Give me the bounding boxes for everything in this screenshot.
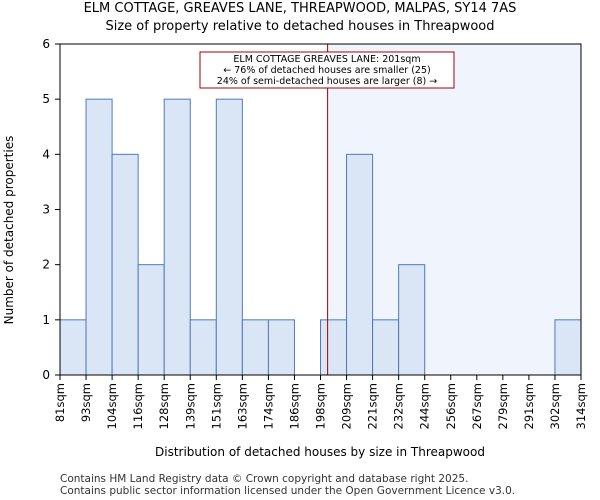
x-tick-label: 256sqm xyxy=(444,383,458,429)
x-tick-label: 151sqm xyxy=(209,383,223,429)
x-tick-label: 186sqm xyxy=(287,383,301,429)
bar-81sqm xyxy=(59,319,87,376)
bar-232sqm xyxy=(398,264,426,376)
bar-209sqm xyxy=(346,153,374,376)
footer-licence: Contains public sector information licen… xyxy=(60,485,516,497)
annotation-frame xyxy=(199,51,455,89)
bar-198sqm xyxy=(320,319,348,376)
x-tick-label: 139sqm xyxy=(183,383,197,429)
bar-139sqm xyxy=(189,319,217,376)
y-tick-label: 3 xyxy=(42,203,50,217)
bar-116sqm xyxy=(137,264,165,376)
y-axis-label: Number of detached properties xyxy=(2,136,16,325)
bar-93sqm xyxy=(85,98,113,376)
y-tick-label: 4 xyxy=(42,147,50,161)
x-tick-label: 291sqm xyxy=(522,383,536,429)
bar-302sqm xyxy=(554,319,582,376)
bar-174sqm xyxy=(267,319,295,376)
x-tick-label: 81sqm xyxy=(53,383,67,422)
annotation-line-1: ELM COTTAGE GREAVES LANE: 201sqm xyxy=(233,54,420,65)
x-tick-label: 302sqm xyxy=(548,383,562,429)
x-tick-label: 93sqm xyxy=(79,383,93,422)
x-tick-label: 267sqm xyxy=(470,383,484,429)
x-tick-label: 209sqm xyxy=(340,383,354,429)
bar-128sqm xyxy=(163,98,191,376)
chart-subtitle: Size of property relative to detached ho… xyxy=(105,19,495,34)
x-tick-label: 244sqm xyxy=(418,383,432,429)
x-tick-label: 174sqm xyxy=(261,383,275,429)
x-tick-label: 198sqm xyxy=(314,383,328,429)
bar-221sqm xyxy=(372,319,400,376)
x-tick-label: 104sqm xyxy=(105,383,119,429)
x-tick-label: 128sqm xyxy=(157,383,171,429)
y-tick-label: 1 xyxy=(42,313,50,327)
x-tick-label: 221sqm xyxy=(366,383,380,429)
annotation-line-3: 24% of semi-detached houses are larger (… xyxy=(217,76,437,87)
bar-104sqm xyxy=(111,153,139,376)
bar-151sqm xyxy=(215,98,243,376)
bar-163sqm xyxy=(241,319,269,376)
y-tick-label: 2 xyxy=(42,258,50,272)
x-tick-label: 314sqm xyxy=(574,383,588,429)
x-tick-label: 163sqm xyxy=(235,383,249,429)
annotation-box: ELM COTTAGE GREAVES LANE: 201sqm ← 76% o… xyxy=(199,51,455,89)
chart-title: ELM COTTAGE, GREAVES LANE, THREAPWOOD, M… xyxy=(83,1,517,16)
x-tick-label: 279sqm xyxy=(496,383,510,429)
annotation-line-2: ← 76% of detached houses are smaller (25… xyxy=(223,65,430,76)
y-tick-label: 5 xyxy=(42,92,50,106)
x-tick-label: 232sqm xyxy=(392,383,406,429)
y-tick-label: 0 xyxy=(42,368,50,382)
footer-copyright: Contains HM Land Registry data © Crown c… xyxy=(60,473,469,485)
y-tick-label: 6 xyxy=(42,37,50,51)
x-axis-label: Distribution of detached houses by size … xyxy=(155,445,485,459)
x-tick-label: 116sqm xyxy=(131,383,145,429)
